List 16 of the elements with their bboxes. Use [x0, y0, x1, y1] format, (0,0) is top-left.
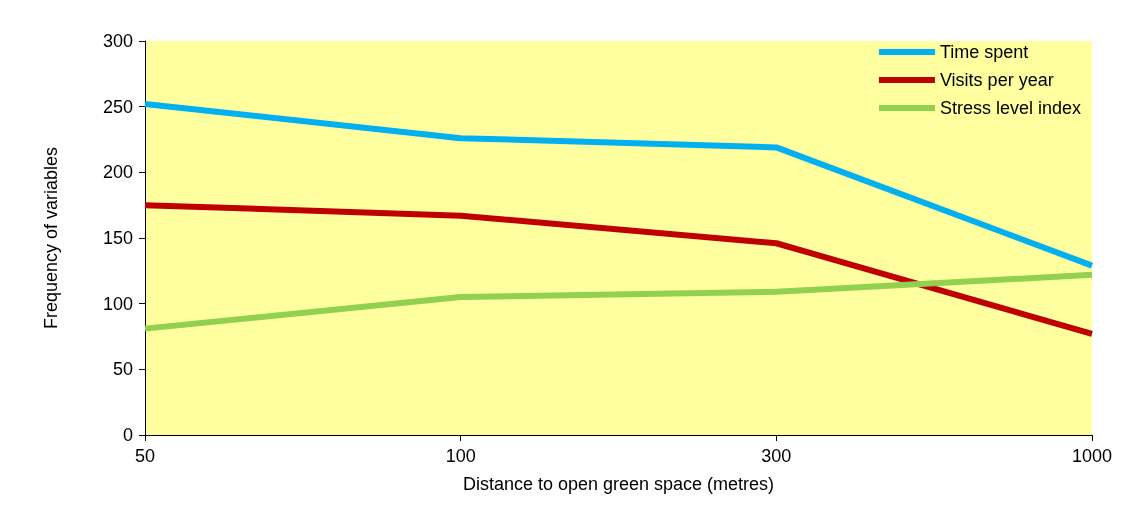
y-tick-label: 0	[122, 425, 133, 445]
x-tick-label: 100	[445, 446, 476, 466]
x-tick-label: 300	[761, 446, 792, 466]
y-tick-label: 300	[102, 31, 133, 51]
legend-label: Stress level index	[939, 98, 1082, 118]
y-tick-label: 100	[102, 293, 133, 314]
x-tick-label: 50	[134, 446, 156, 466]
y-tick-label: 250	[102, 96, 133, 117]
y-tick-label: 50	[112, 359, 133, 380]
x-axis-title: Distance to open green space (metres)	[462, 474, 775, 494]
y-tick-label: 150	[102, 228, 133, 248]
x-tick-label: 1000	[1071, 446, 1113, 466]
legend-label: Visits per year	[939, 70, 1054, 90]
y-axis-title: Frequency of variables	[41, 146, 61, 330]
legend-label: Time spent	[939, 42, 1029, 62]
y-tick-label: 200	[102, 162, 133, 183]
